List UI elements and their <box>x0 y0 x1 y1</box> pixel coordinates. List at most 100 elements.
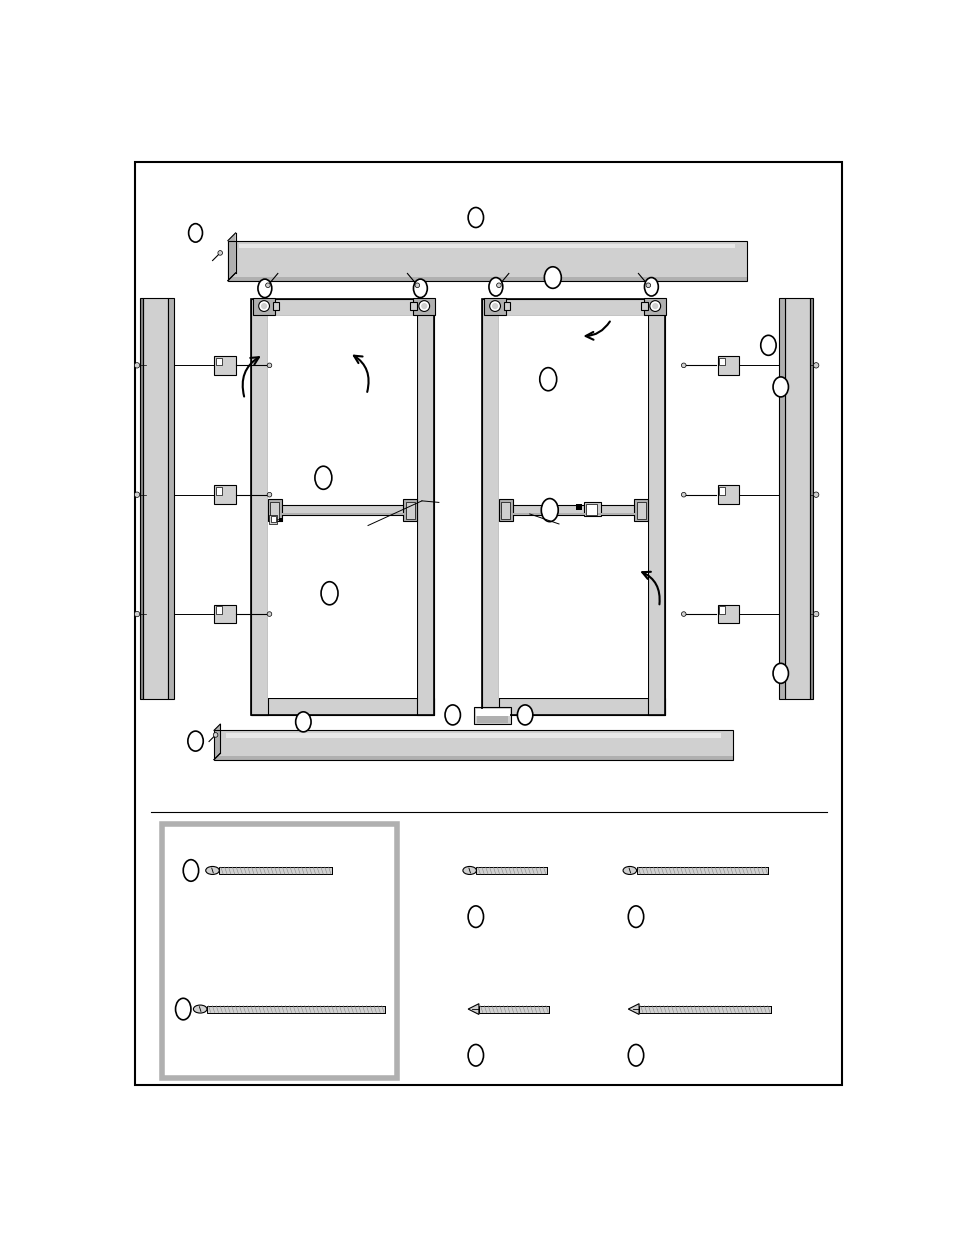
Bar <box>636 867 767 874</box>
Bar <box>481 299 664 715</box>
Bar <box>269 515 277 524</box>
Bar <box>498 316 648 698</box>
Bar <box>648 299 664 715</box>
Bar <box>268 499 281 521</box>
Bar <box>500 505 646 515</box>
Ellipse shape <box>468 1045 483 1066</box>
Bar <box>639 1005 770 1013</box>
Bar <box>809 299 812 699</box>
Ellipse shape <box>628 906 643 927</box>
Bar <box>784 299 809 699</box>
Bar <box>481 299 664 715</box>
Bar <box>636 501 645 519</box>
Circle shape <box>813 492 818 498</box>
Ellipse shape <box>175 998 191 1020</box>
Bar <box>253 298 274 315</box>
Circle shape <box>680 363 685 368</box>
Bar <box>583 503 600 516</box>
Bar <box>719 606 724 614</box>
Bar <box>251 299 268 715</box>
Ellipse shape <box>539 368 557 390</box>
Ellipse shape <box>517 705 533 725</box>
Ellipse shape <box>206 867 219 874</box>
Bar <box>640 303 647 310</box>
Bar <box>270 501 279 519</box>
Ellipse shape <box>488 278 502 296</box>
Bar <box>161 824 396 1078</box>
Bar <box>251 299 434 715</box>
Circle shape <box>261 303 267 309</box>
Circle shape <box>813 611 818 616</box>
Bar <box>413 298 435 315</box>
Bar <box>213 730 732 760</box>
Bar <box>504 303 510 310</box>
Ellipse shape <box>321 582 337 605</box>
Circle shape <box>265 283 270 288</box>
Circle shape <box>267 363 272 368</box>
Circle shape <box>680 493 685 496</box>
Bar <box>644 298 665 315</box>
FancyArrowPatch shape <box>354 356 368 391</box>
Polygon shape <box>213 724 220 760</box>
Ellipse shape <box>413 279 427 298</box>
Bar <box>251 299 434 715</box>
Bar <box>239 243 735 248</box>
Bar <box>717 605 739 624</box>
Bar <box>168 299 173 699</box>
Bar <box>500 514 646 515</box>
Circle shape <box>652 303 658 309</box>
Bar <box>268 316 416 698</box>
Circle shape <box>489 300 500 311</box>
Circle shape <box>418 300 429 311</box>
Circle shape <box>420 303 427 309</box>
Circle shape <box>649 300 659 311</box>
Bar <box>416 299 434 715</box>
Circle shape <box>492 303 497 309</box>
Bar <box>228 241 746 280</box>
Ellipse shape <box>444 705 460 725</box>
Circle shape <box>680 611 685 616</box>
Bar <box>717 485 739 504</box>
FancyArrowPatch shape <box>585 321 609 340</box>
Ellipse shape <box>193 1005 207 1013</box>
Circle shape <box>134 363 139 368</box>
Bar <box>215 487 221 495</box>
Bar <box>484 298 505 315</box>
Circle shape <box>213 732 217 737</box>
Bar <box>251 698 434 715</box>
Bar <box>478 1005 548 1013</box>
Bar <box>269 505 416 515</box>
Ellipse shape <box>760 336 776 356</box>
Polygon shape <box>468 1004 478 1014</box>
FancyArrowPatch shape <box>641 572 659 604</box>
Bar <box>481 698 664 715</box>
Ellipse shape <box>188 731 203 751</box>
Bar <box>278 517 283 522</box>
Circle shape <box>217 251 222 256</box>
Bar <box>719 487 724 495</box>
Bar <box>476 709 509 716</box>
Bar <box>274 303 279 310</box>
Bar <box>474 708 511 724</box>
Bar <box>140 299 143 699</box>
Circle shape <box>267 611 272 616</box>
Ellipse shape <box>257 279 272 298</box>
Bar <box>269 514 416 515</box>
Bar <box>228 277 746 280</box>
Bar <box>405 501 415 519</box>
Ellipse shape <box>622 867 636 874</box>
Bar <box>215 606 221 614</box>
Bar <box>219 867 332 874</box>
Bar <box>251 299 434 316</box>
Ellipse shape <box>183 860 198 882</box>
Bar <box>225 734 720 739</box>
Ellipse shape <box>772 663 787 683</box>
Bar <box>779 299 784 699</box>
Ellipse shape <box>644 278 658 296</box>
Bar <box>410 303 416 310</box>
Bar <box>271 516 275 522</box>
Bar <box>576 504 581 510</box>
Circle shape <box>813 363 818 368</box>
Bar <box>213 605 235 624</box>
Ellipse shape <box>314 466 332 489</box>
